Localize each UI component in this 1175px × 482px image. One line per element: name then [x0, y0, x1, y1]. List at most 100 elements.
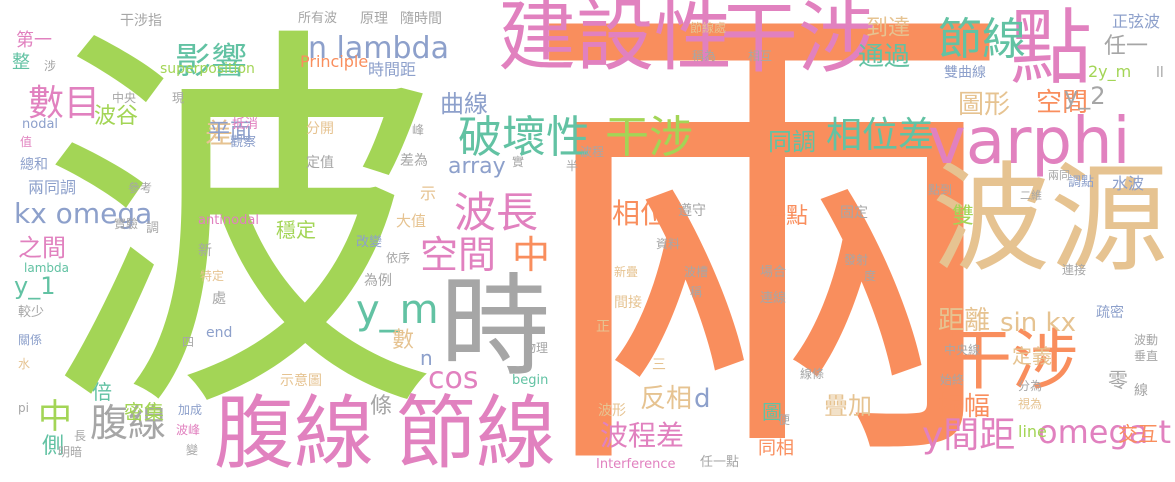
word-jiaohu: 交互 [1118, 422, 1158, 446]
word-xian: 現 [172, 91, 185, 105]
word-dazhi: 大值 [396, 212, 427, 230]
word-zhenfu: 振幅 [938, 392, 991, 422]
word-suoyoubo: 所有波 [298, 11, 338, 26]
word-line: line [1018, 422, 1047, 441]
word-yingxiang: 影響 [175, 41, 248, 82]
word-guancha: 觀察 [230, 135, 257, 150]
word-kongjian: 空間 [420, 233, 497, 277]
word-fenwei: 分為 [1018, 379, 1043, 393]
word-boxing: 波形 [598, 403, 626, 419]
word-zheng-2: 正 [596, 319, 610, 335]
word-shiyan: 實驗 [114, 217, 139, 231]
word-dingzhi: 定值 [306, 155, 334, 171]
word-teding: 特定 [200, 269, 225, 283]
word-renyidian: 任一點 [700, 455, 740, 470]
word-cos: cos [428, 361, 479, 396]
word-kongjian-2: 空間 [1036, 88, 1089, 118]
word-zheng: 整 [12, 52, 30, 73]
word-guanxi: 關係 [18, 333, 43, 347]
word-jianshexing: 建設性 [498, 0, 733, 82]
word-miji: 密集 [124, 400, 164, 424]
word-renyi: 任一 [1104, 34, 1149, 59]
word-bocheng: 波程 [580, 145, 605, 159]
word-lianjie: 連接 [1062, 263, 1087, 277]
word-fuxian: 腹線 [214, 387, 374, 480]
word-xian-line: 線 [1134, 383, 1148, 399]
word-y-2: y_2 [1064, 82, 1106, 110]
word-bo: 波 [40, 0, 440, 462]
word-shuang: 雙 [952, 204, 975, 229]
word-shuangquxian: 雙曲線 [944, 65, 986, 81]
word-array: array [448, 154, 506, 179]
word-pingmian: 平面 [208, 120, 253, 145]
word-ganshezhi: 干涉指 [120, 13, 162, 29]
word-jianjie: 間接 [614, 295, 642, 311]
word-gaibian: 改變 [356, 235, 383, 250]
word-kx-omega: kx omega [14, 197, 153, 230]
word-weili: 為例 [364, 273, 392, 289]
word-shumi: 疏密 [1096, 305, 1124, 321]
word-shi-3: 實 [512, 155, 525, 169]
word-bodong: 波動 [1134, 333, 1159, 347]
word-si: 四 [182, 335, 195, 349]
word-antinodal: antinodal [198, 213, 259, 228]
word-zhong: 中 [512, 233, 551, 277]
word-ziliao: 資料 [656, 237, 681, 251]
word-chawei: 差為 [400, 153, 428, 169]
word-2y-m: 2y_m [1088, 62, 1132, 81]
word-du: 度 [864, 269, 877, 283]
word-y-1: y_1 [14, 272, 56, 300]
word-erwei: 二維 [1020, 189, 1042, 202]
word-bochengcha: 波程差 [600, 419, 685, 452]
word-zhong-2: 中 [38, 397, 72, 437]
word-dian: 點 [1010, 1, 1093, 96]
word-bochang: 波長 [454, 188, 539, 237]
word-liangtongdiao: 兩同調 [28, 178, 77, 197]
word-bofeng: 波峰 [176, 423, 201, 437]
word-jiexian-2: 節線 [938, 14, 1026, 65]
word-suishijian: 隨時間 [400, 11, 442, 27]
word-xiangwei: 相位 [612, 197, 669, 230]
word-changhe: 場合 [760, 265, 787, 280]
word-ganshe-2: 干涉 [946, 322, 1078, 399]
word-chengwei: 稱為 [692, 49, 717, 63]
word-lambda: lambda [24, 261, 69, 275]
word-pi: pi [18, 401, 29, 415]
word-zhi: 值 [20, 135, 33, 149]
word-cheng: 稱 [690, 285, 703, 299]
word-zhongyang: 中央 [112, 91, 137, 105]
word-diyi: 第一 [16, 30, 52, 51]
word-wending: 穩定 [276, 218, 316, 242]
word-san: 三 [652, 357, 666, 373]
word-n: n [420, 346, 433, 370]
word-guding: 固定 [840, 205, 868, 221]
word-varphi: varphi [928, 105, 1131, 179]
word-zunshou: 遵守 [678, 203, 706, 219]
word-y-jianju: y間距 [922, 415, 1016, 456]
word-sin-kx: sin kx [1000, 308, 1076, 338]
word-bocao: 波槽 [684, 265, 709, 279]
word-interference: Interference [596, 457, 676, 472]
word-fanxiang: 反相 [640, 384, 693, 414]
word-shizhong: 始終 [940, 373, 965, 387]
word-she: 涉 [44, 59, 57, 73]
word-ling: 零 [1108, 368, 1128, 392]
word-ganshe-3: 干涉 [605, 112, 693, 163]
word-boyuan: 波源 [932, 150, 1169, 288]
word-jiacheng: 加成 [178, 403, 203, 417]
word-bian: 變 [186, 443, 199, 457]
word-shu: 數 [392, 328, 415, 353]
word-jiaoshao: 較少 [18, 305, 45, 320]
word-yuanli: 原理 [360, 11, 388, 27]
word-jiexianchu: 節線處 [690, 21, 727, 35]
word-fashe: 發射 [844, 253, 869, 267]
word-shiwei: 視為 [1018, 397, 1043, 411]
word-tongxiang: 同相 [758, 438, 794, 459]
word-juli: 距離 [938, 306, 991, 336]
word-xiantiao: 線條 [800, 367, 825, 381]
word-yidian: 一點 [764, 204, 809, 229]
word-cha: 差 [205, 117, 234, 150]
word-ce: 側 [42, 434, 65, 459]
word-tongguo: 通過 [858, 42, 911, 72]
